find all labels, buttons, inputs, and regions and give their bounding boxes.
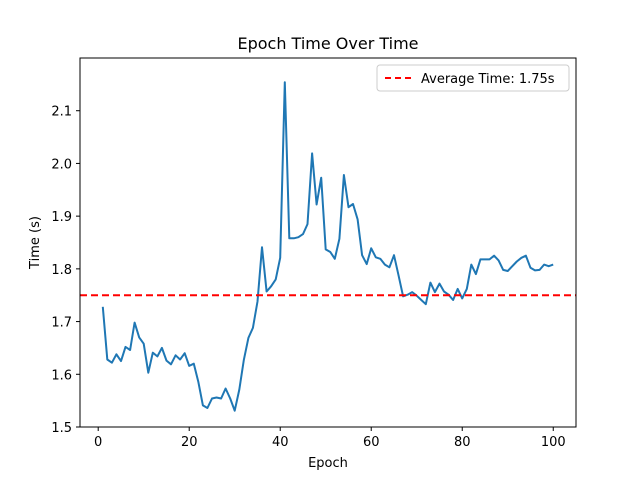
x-tick-label: 40 <box>272 435 289 450</box>
y-tick-label: 1.5 <box>51 421 72 436</box>
x-axis: 0 20 40 60 80 100 <box>94 427 566 450</box>
y-tick-label: 1.7 <box>51 316 72 331</box>
x-tick-label: 0 <box>94 435 102 450</box>
x-tick-label: 20 <box>181 435 198 450</box>
y-tick-label: 2.1 <box>51 105 72 120</box>
x-axis-label: Epoch <box>308 456 348 471</box>
x-tick-label: 80 <box>454 435 471 450</box>
x-tick-label: 100 <box>541 435 566 450</box>
plot-area <box>80 81 576 412</box>
legend-label-average: Average Time: 1.75s <box>421 72 555 87</box>
y-tick-label: 1.8 <box>51 263 72 278</box>
y-axis-label: Time (s) <box>28 216 43 270</box>
legend: Average Time: 1.75s <box>376 64 570 92</box>
chart-title: Epoch Time Over Time <box>237 34 418 53</box>
y-axis: 1.5 1.6 1.7 1.8 1.9 2.0 2.1 <box>51 105 80 436</box>
legend-box <box>376 64 570 92</box>
y-tick-label: 1.6 <box>51 368 72 383</box>
y-tick-label: 1.9 <box>51 210 72 225</box>
series-line-epoch-time <box>101 81 554 412</box>
x-tick-label: 60 <box>363 435 380 450</box>
y-tick-label: 2.0 <box>51 157 72 172</box>
axes-frame <box>79 57 577 428</box>
